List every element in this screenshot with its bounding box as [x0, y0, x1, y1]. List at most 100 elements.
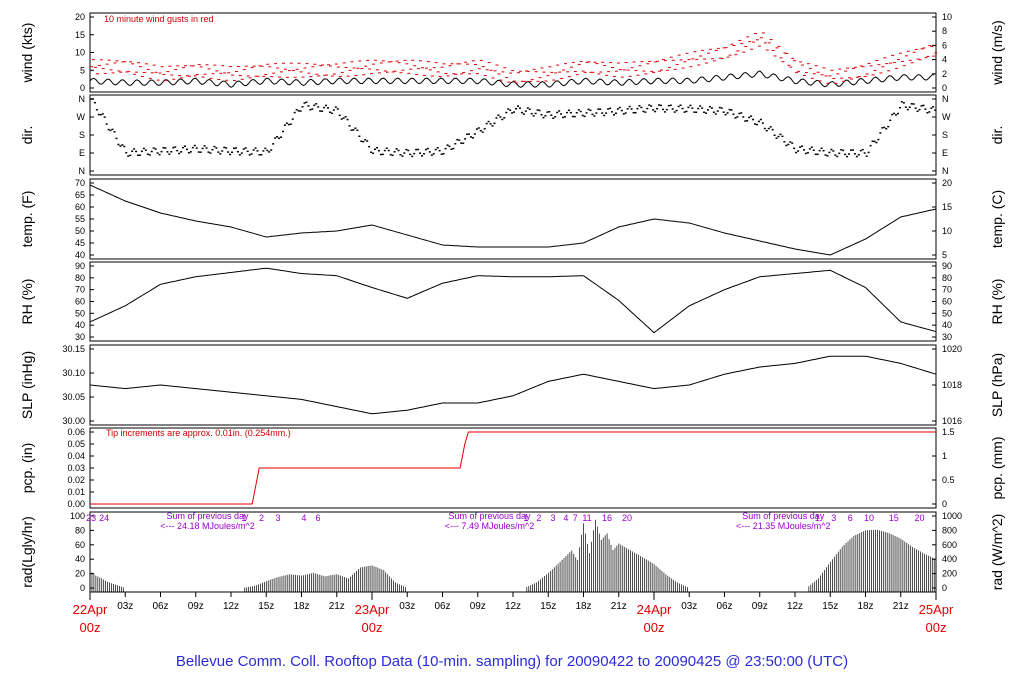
ylabel-left-dir: dir. — [19, 126, 35, 145]
rad-hour-marker: 2 — [536, 513, 541, 523]
daily-sum-line1: Sum of previous day — [742, 511, 825, 521]
daily-sum-line1: Sum of previous day — [448, 511, 531, 521]
ytick-left-rh: 80 — [75, 273, 85, 283]
ytick-left-rad: 60 — [75, 540, 85, 550]
x-tick-label: 12z — [787, 601, 803, 612]
x-tick-label: 03z — [399, 601, 415, 612]
panel-wind: wind (kts) wind (m/s) 0 5 10 15 20 0 2 4 6 8 10 10 mi… — [19, 12, 1005, 93]
panel-frame-dir — [89, 94, 937, 176]
ylabel-right-wind: wind (m/s) — [989, 20, 1005, 86]
rad-hour-marker: 16 — [602, 513, 612, 523]
ytick-right-temp: 5 — [942, 250, 947, 260]
ytick-right-slp: 1020 — [942, 344, 962, 354]
ytick-right-rh: 50 — [942, 308, 952, 318]
ylabel-left-slp: SLP (inHg) — [19, 351, 35, 419]
ytick-right-dir: W — [942, 112, 951, 122]
ytick-left-temp: 45 — [75, 238, 85, 248]
ytick-left-rad: 80 — [75, 525, 85, 535]
x-tick-label: 03z — [117, 601, 133, 612]
rad-hour-marker: 24 — [99, 513, 109, 523]
series-pcp — [90, 431, 936, 505]
ytick-left-wind: 5 — [80, 65, 85, 75]
series-temp — [89, 184, 937, 256]
day-time-label: 00z — [362, 620, 383, 635]
ylabel-left-rad: rad(Lgly/hr) — [19, 516, 35, 588]
rad-hour-marker: 2 — [259, 513, 264, 523]
ylabel-left-temp: temp. (F) — [19, 191, 35, 248]
ytick-right-dir: N — [942, 166, 949, 176]
ytick-left-wind: 0 — [80, 83, 85, 93]
x-tick-label: 09z — [470, 601, 486, 612]
x-axis-group: 03z 06z 09z 12z 15z 18z 21z 03z 06z 09z 12z 15z 18z 2… — [73, 592, 954, 635]
ytick-left-rad: 100 — [70, 511, 85, 521]
rad-hour-marker: 3 — [550, 513, 555, 523]
rad-hour-marker: 11 — [582, 513, 591, 523]
rad-hour-marker: 6 — [848, 513, 853, 523]
ytick-right-rh: 60 — [942, 297, 952, 307]
panel-pcp: pcp. (in) pcp. (mm) 0.00 0.01 0.02 0.03 0.04 0.… — [19, 427, 1005, 509]
x-tick-label: 06z — [716, 601, 732, 612]
ytick-left-rad: 20 — [75, 569, 85, 579]
panel-frame-slp — [89, 344, 937, 426]
ytick-left-rad: 40 — [75, 554, 85, 564]
rad-hour-marker: 3 — [831, 513, 836, 523]
ylabel-right-rh: RH (%) — [989, 279, 1005, 325]
ytick-left-wind: 10 — [75, 48, 85, 58]
ytick-left-slp: 30.10 — [62, 368, 85, 378]
x-tick-label: 09z — [752, 601, 768, 612]
ytick-right-pcp: 1 — [942, 451, 947, 461]
x-tick-label: 15z — [258, 601, 274, 612]
ytick-left-rh: 40 — [75, 320, 85, 330]
ytick-right-temp: 10 — [942, 226, 952, 236]
day-date-label: 23Apr — [355, 602, 390, 617]
ytick-right-rh: 30 — [942, 332, 952, 342]
ytick-left-pcp: 0.03 — [67, 463, 85, 473]
rad-hour-marker: 23 — [86, 513, 96, 523]
day-date-label: 22Apr — [73, 602, 108, 617]
rad-hour-marker: 1 — [241, 513, 246, 523]
ylabel-right-pcp: pcp. (mm) — [989, 437, 1005, 500]
rad-hour-marker: 20 — [915, 513, 925, 523]
ylabel-right-rad: rad (W/m^2) — [989, 514, 1005, 591]
rad-hour-marker: 10 — [864, 513, 874, 523]
x-tick-label: 03z — [681, 601, 697, 612]
ytick-left-wind: 20 — [75, 12, 85, 22]
day-time-label: 00z — [80, 620, 101, 635]
x-tick-label: 12z — [505, 601, 521, 612]
ytick-right-rh: 90 — [942, 261, 952, 271]
panel-temp: temp. (F) temp. (C) 40 45 50 55 60 65 70 5 10 15 20 — [19, 178, 1005, 260]
ytick-left-dir: S — [79, 130, 85, 140]
ytick-left-pcp: 0.01 — [67, 487, 85, 497]
ytick-left-temp: 40 — [75, 250, 85, 260]
daily-sum-line2: <--- 21.35 MJoules/m^2 — [736, 521, 831, 531]
ytick-right-rh: 80 — [942, 273, 952, 283]
day-time-label: 00z — [644, 620, 665, 635]
rad-hour-marker: 7 — [573, 513, 578, 523]
ytick-right-wind: 4 — [942, 55, 947, 65]
ytick-left-pcp: 0.04 — [67, 451, 85, 461]
ylabel-right-dir: dir. — [989, 126, 1005, 145]
ylabel-left-pcp: pcp. (in) — [19, 443, 35, 494]
ytick-right-rad: 600 — [942, 540, 957, 550]
ytick-left-temp: 50 — [75, 226, 85, 236]
ytick-left-slp: 30.00 — [62, 416, 85, 426]
ytick-right-temp: 20 — [942, 178, 952, 188]
ytick-right-wind: 8 — [942, 26, 947, 36]
x-tick-label: 15z — [822, 601, 838, 612]
ytick-right-wind: 0 — [942, 83, 947, 93]
ytick-right-wind: 6 — [942, 40, 947, 50]
ytick-left-dir: N — [79, 166, 86, 176]
ylabel-left-wind: wind (kts) — [19, 23, 35, 84]
rad-hour-marker: 15 — [889, 513, 899, 523]
x-tick-label: 18z — [857, 601, 873, 612]
ytick-right-pcp: 1.5 — [942, 427, 955, 437]
rad-hour-marker: 6 — [315, 513, 320, 523]
x-tick-label: 21z — [611, 601, 627, 612]
ytick-left-temp: 55 — [75, 214, 85, 224]
ytick-right-rad: 1000 — [942, 511, 962, 521]
ytick-right-rh: 40 — [942, 320, 952, 330]
day-time-label: 00z — [926, 620, 947, 635]
ytick-left-slp: 30.15 — [62, 344, 85, 354]
